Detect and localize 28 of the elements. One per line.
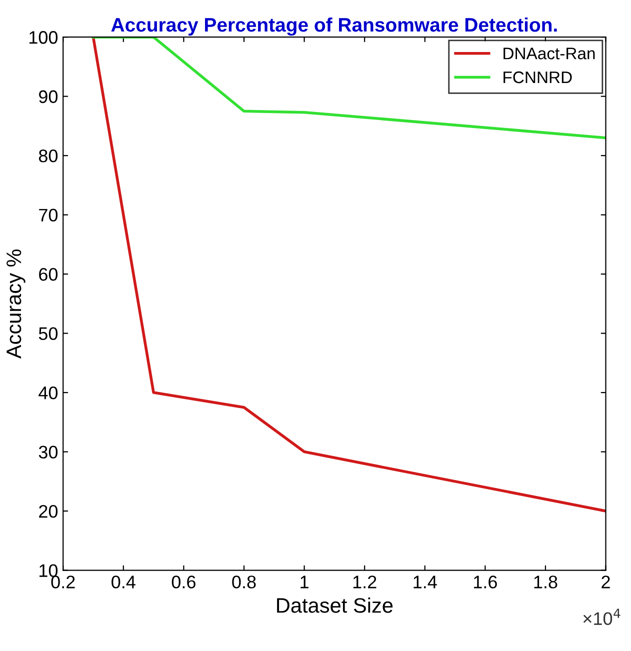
y-tick-label: 30 — [38, 446, 58, 459]
y-tick-label: 50 — [38, 327, 58, 340]
x-tick-label: 0.4 — [112, 576, 136, 588]
y-tick-label: 10 — [40, 564, 58, 577]
chart-title: Accuracy Percentage of Ransomware Detection. — [111, 17, 557, 36]
x-tick-label: 1.8 — [534, 576, 558, 588]
legend-label: DNAact-Ran — [504, 48, 595, 60]
x-tick-label: 1.4 — [414, 576, 437, 588]
line-series — [92, 37, 606, 512]
x-tick-label: 0.2 — [51, 576, 75, 588]
y-tick-label: 100 — [29, 31, 58, 44]
y-axis-title: Accuracy % — [6, 249, 26, 359]
y-tick-label: 90 — [39, 90, 58, 104]
x-tick-label: 1 — [300, 576, 308, 588]
y-tick-label: 60 — [39, 268, 58, 281]
x-tick-label: 1.2 — [353, 576, 376, 588]
x-axis-title: Dataset Size — [277, 598, 393, 613]
text: ×10$^{4}$ — [583, 608, 620, 626]
legend-label: FCNNRD — [504, 71, 572, 84]
y-tick-label: 70 — [39, 208, 58, 222]
x-tick-label: 1.6 — [474, 576, 497, 588]
line-series — [92, 37, 606, 140]
y-tick-label: 40 — [38, 386, 58, 400]
y-tick-label: 80 — [38, 150, 58, 162]
x-tick-label: 0.6 — [172, 576, 196, 588]
x-tick-label: 2 — [602, 576, 610, 588]
y-tick-label: 20 — [39, 504, 58, 518]
x-tick-label: 0.8 — [232, 576, 256, 588]
